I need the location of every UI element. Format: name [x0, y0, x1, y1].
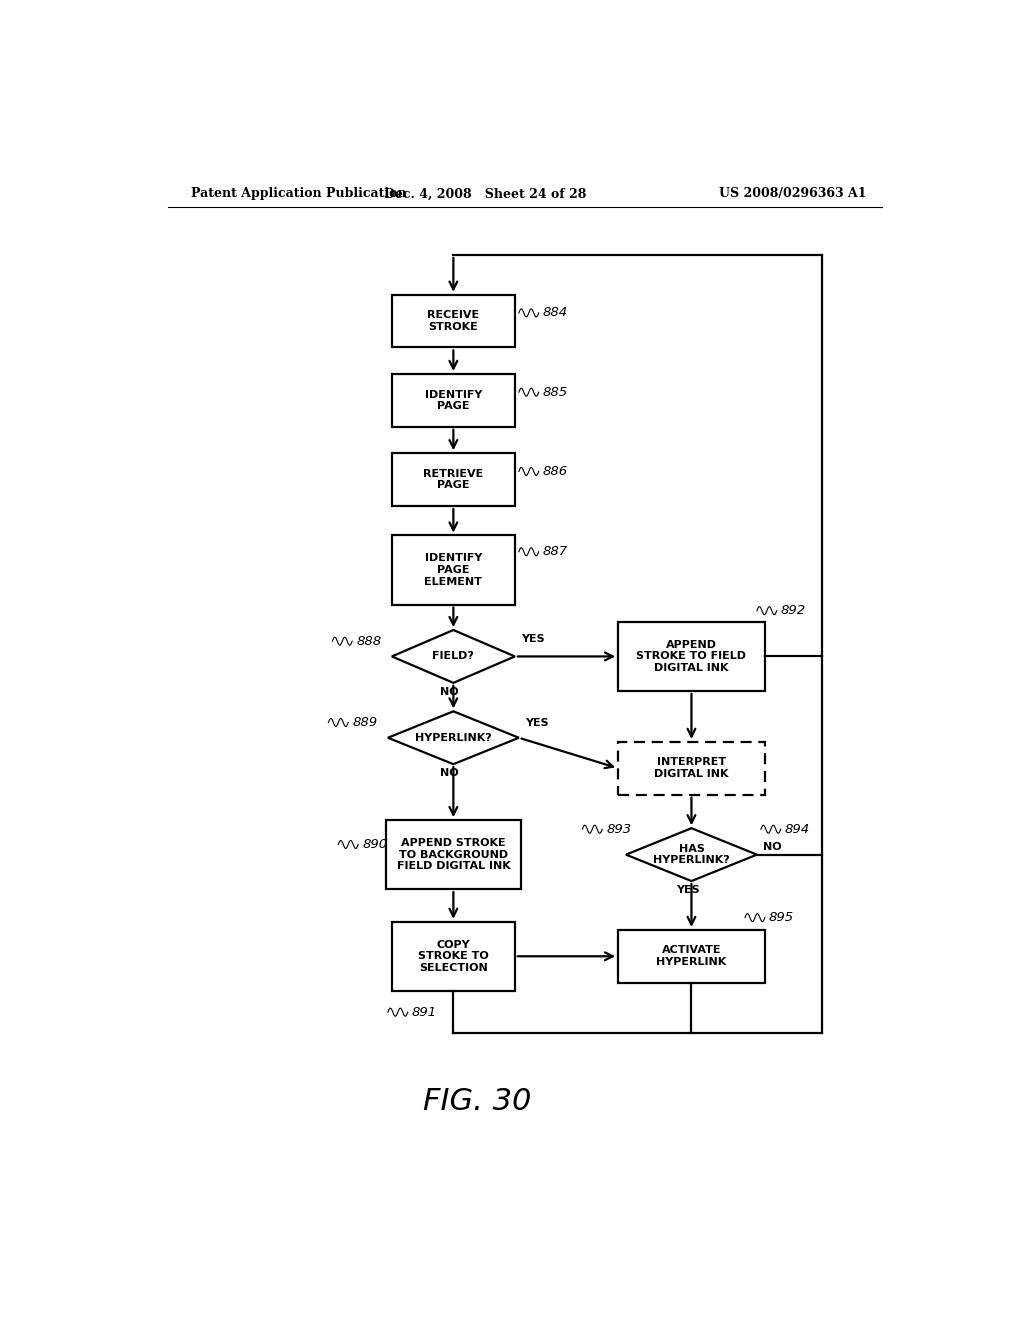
Text: 895: 895 — [769, 911, 794, 924]
Text: 890: 890 — [362, 838, 387, 851]
Text: APPEND
STROKE TO FIELD
DIGITAL INK: APPEND STROKE TO FIELD DIGITAL INK — [637, 640, 746, 673]
Bar — [386, 820, 521, 890]
Text: NO: NO — [440, 768, 459, 779]
Text: COPY
STROKE TO
SELECTION: COPY STROKE TO SELECTION — [418, 940, 488, 973]
Text: APPEND STROKE
TO BACKGROUND
FIELD DIGITAL INK: APPEND STROKE TO BACKGROUND FIELD DIGITA… — [396, 838, 510, 871]
Text: HAS
HYPERLINK?: HAS HYPERLINK? — [653, 843, 730, 866]
Text: 885: 885 — [543, 385, 567, 399]
Text: INTERPRET
DIGITAL INK: INTERPRET DIGITAL INK — [654, 758, 729, 779]
Text: Dec. 4, 2008   Sheet 24 of 28: Dec. 4, 2008 Sheet 24 of 28 — [384, 187, 587, 201]
Text: 884: 884 — [543, 306, 567, 319]
Bar — [618, 742, 765, 795]
Polygon shape — [626, 828, 757, 880]
Text: Patent Application Publication: Patent Application Publication — [191, 187, 407, 201]
Text: YES: YES — [521, 634, 545, 644]
Text: IDENTIFY
PAGE: IDENTIFY PAGE — [425, 389, 482, 411]
Text: FIG. 30: FIG. 30 — [423, 1088, 531, 1117]
Text: US 2008/0296363 A1: US 2008/0296363 A1 — [719, 187, 866, 201]
Text: 886: 886 — [543, 465, 567, 478]
Polygon shape — [392, 630, 515, 682]
Text: 889: 889 — [352, 715, 377, 729]
Text: 888: 888 — [356, 635, 381, 648]
Text: RETRIEVE
PAGE: RETRIEVE PAGE — [423, 469, 483, 491]
Text: 894: 894 — [784, 822, 810, 836]
Bar — [392, 921, 515, 991]
Text: 892: 892 — [780, 605, 806, 618]
Text: IDENTIFY
PAGE
ELEMENT: IDENTIFY PAGE ELEMENT — [424, 553, 482, 586]
Bar — [392, 294, 515, 347]
Text: RECEIVE
STROKE: RECEIVE STROKE — [427, 310, 479, 331]
Text: NO: NO — [763, 842, 782, 851]
Polygon shape — [388, 711, 519, 764]
Text: HYPERLINK?: HYPERLINK? — [415, 733, 492, 743]
Bar — [618, 622, 765, 690]
Text: YES: YES — [525, 718, 549, 727]
Bar — [392, 374, 515, 426]
Text: NO: NO — [440, 686, 459, 697]
Bar — [392, 453, 515, 506]
Text: ACTIVATE
HYPERLINK: ACTIVATE HYPERLINK — [656, 945, 727, 968]
Text: 887: 887 — [543, 545, 567, 558]
Text: 891: 891 — [412, 1006, 437, 1019]
Text: 893: 893 — [606, 822, 631, 836]
Text: YES: YES — [676, 886, 699, 895]
Text: FIELD?: FIELD? — [432, 652, 474, 661]
Bar — [392, 536, 515, 605]
Bar — [618, 929, 765, 982]
